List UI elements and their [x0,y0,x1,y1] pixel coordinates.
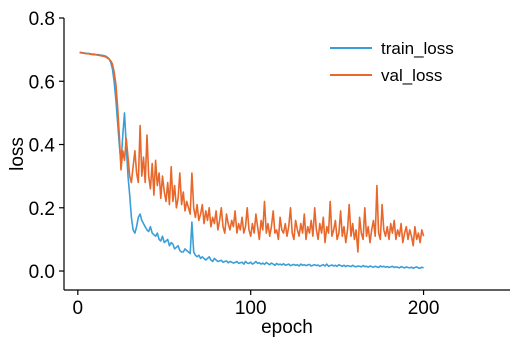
y-tick-label: 0.8 [29,9,55,30]
x-tick-label: 0 [73,298,84,319]
y-tick-label: 0.4 [29,136,56,157]
x-tick-label: 100 [235,298,267,319]
legend-label-train-loss: train_loss [381,39,454,58]
x-axis-label: epoch [261,317,313,338]
y-tick-label: 0.2 [29,199,55,220]
x-tick-label: 200 [408,298,440,319]
series-line-train-loss [79,51,424,270]
ticks-layer: 0 100 200 0.0 0.2 0.4 0.6 0.8 [29,9,440,319]
plot-area [63,18,510,291]
y-tick-label: 0.0 [29,262,55,283]
y-tick-label: 0.6 [29,72,55,93]
series-line-val-loss [79,51,425,253]
legend-label-val-loss: val_loss [381,66,442,85]
legend: train_loss val_loss [330,39,454,85]
y-axis-label: loss [7,137,28,171]
series-layer [79,51,425,270]
